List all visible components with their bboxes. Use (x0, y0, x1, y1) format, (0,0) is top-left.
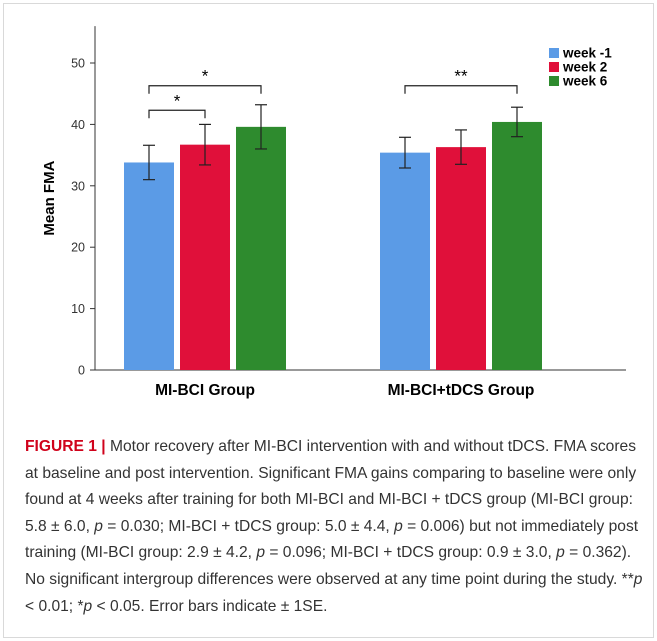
significance-bracket (148, 109, 206, 119)
chart-axes: 0 10 20 30 40 50 Mean FMA MI-BCI Group MI-BCI+tD… (41, 26, 626, 399)
figure-label: FIGURE 1 | (25, 438, 106, 455)
significance-bracket (148, 85, 262, 94)
bar (436, 147, 486, 370)
y-tick-label: 50 (71, 57, 85, 71)
caption-text: = 0.096; MI-BCI + tDCS group: 0.9 ± 3.0, (265, 544, 557, 562)
chart-significance: **** (148, 67, 518, 119)
caption-text: = 0.006) but not immediately post traini… (25, 517, 639, 562)
legend-label: week 2 (562, 60, 607, 75)
chart-error-bars (143, 104, 523, 181)
caption-text: < 0.01; * (25, 597, 84, 615)
caption-text: = 0.030; MI-BCI + tDCS group: 5.0 ± 4.4, (102, 517, 395, 535)
legend-swatch (549, 62, 559, 72)
bar (180, 144, 230, 370)
p-symbol: p (633, 570, 643, 588)
bar (380, 152, 430, 370)
p-symbol: p (256, 544, 265, 562)
y-tick-label: 10 (71, 302, 85, 316)
significance-label: * (202, 67, 209, 86)
y-tick-label: 40 (71, 118, 85, 132)
legend-label: week 6 (562, 74, 608, 89)
p-symbol: p (556, 544, 565, 562)
p-symbol: p (94, 517, 103, 535)
p-symbol: p (83, 597, 93, 615)
figure-caption: FIGURE 1 | Motor recovery after MI-BCI i… (25, 434, 651, 620)
chart-bars (124, 121, 542, 370)
bar (236, 126, 286, 370)
bar (492, 121, 542, 370)
caption-text: Motor recovery after MI-BCI intervention… (25, 438, 637, 535)
figure-frame: 0 10 20 30 40 50 Mean FMA MI-BCI Group MI-BCI+tD… (3, 3, 654, 638)
significance-label: * (174, 91, 181, 110)
x-category-label: MI-BCI Group (155, 382, 255, 399)
bar-chart: 0 10 20 30 40 50 Mean FMA MI-BCI Group MI-BCI+tD… (41, 26, 626, 399)
significance-label: ** (454, 67, 468, 86)
bar (124, 162, 174, 370)
p-symbol: p (394, 517, 403, 535)
legend-swatch (549, 48, 559, 58)
y-tick-label: 0 (78, 364, 85, 378)
y-tick-label: 20 (71, 241, 85, 255)
legend-swatch (549, 76, 559, 86)
x-category-label: MI-BCI+tDCS Group (388, 382, 535, 399)
caption-text: < 0.05. Error bars indicate ± 1SE. (92, 597, 328, 615)
y-tick-label: 30 (71, 179, 85, 193)
caption-text: = 0.362). No significant intergroup diff… (25, 544, 634, 588)
legend-label: week -1 (562, 46, 612, 61)
y-axis-title: Mean FMA (41, 160, 58, 235)
significance-bracket (404, 85, 518, 94)
